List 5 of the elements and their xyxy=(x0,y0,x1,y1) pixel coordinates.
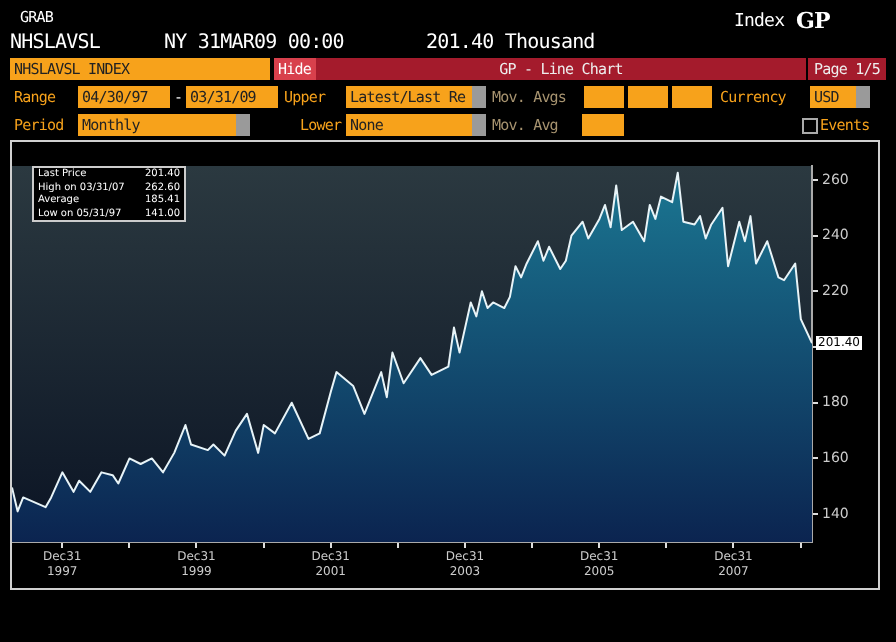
text: NY 31MAR09 00:00 xyxy=(164,32,344,54)
text: GP xyxy=(796,8,830,34)
text: Index xyxy=(734,12,785,34)
text: NHSLAVSL xyxy=(10,32,100,54)
text: 201.40 Thousand xyxy=(426,32,595,54)
